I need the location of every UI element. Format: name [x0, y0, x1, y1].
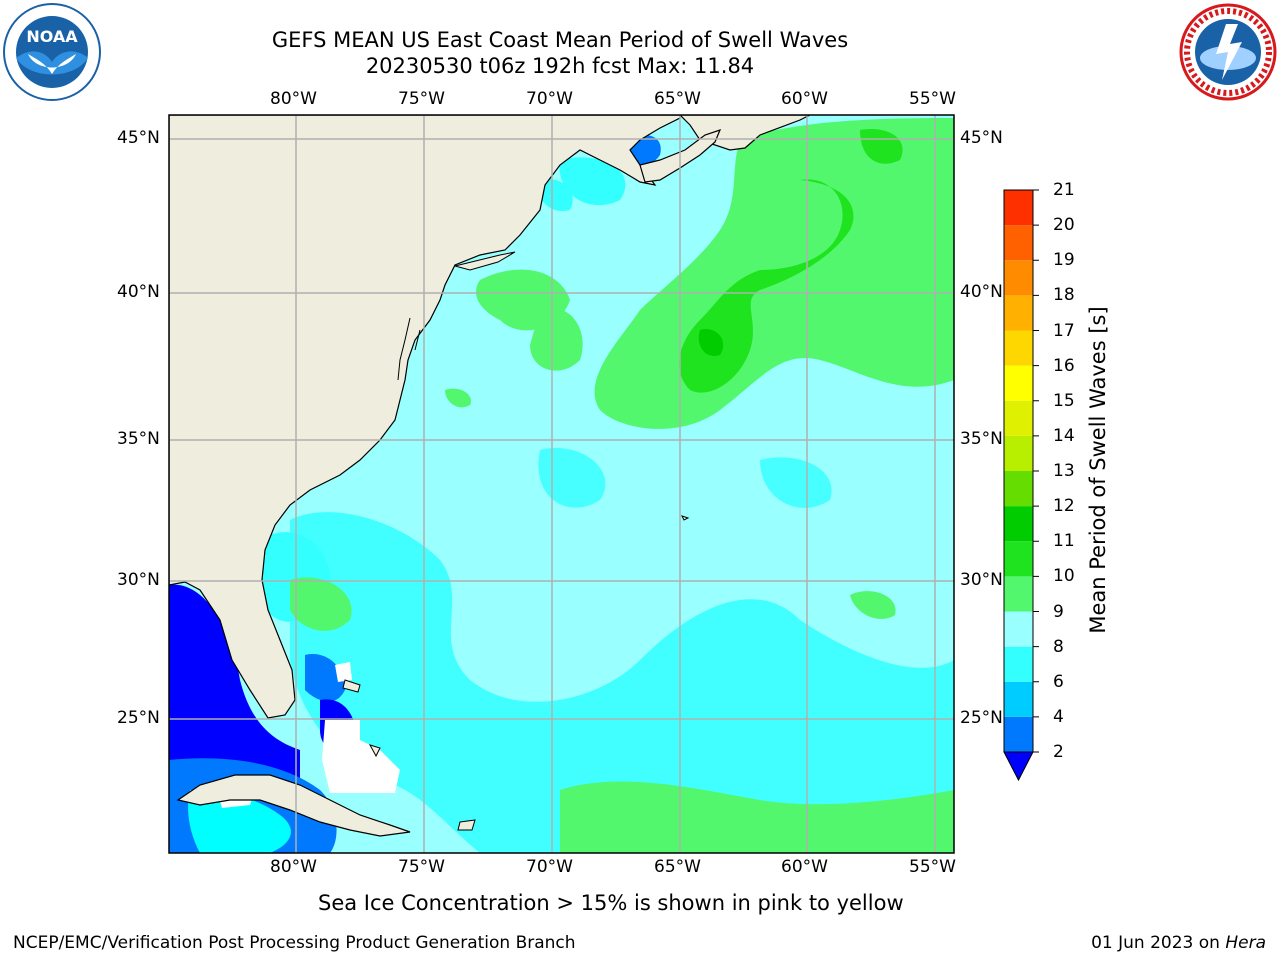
colorbar-tick-label: 20	[1053, 215, 1075, 236]
sea-ice-note: Sea Ice Concentration > 15% is shown in …	[318, 891, 904, 915]
lon-label-top-70w: 70°W	[526, 89, 573, 109]
colorbar-tick-label: 16	[1053, 355, 1075, 376]
colorbar-segment	[1004, 576, 1033, 612]
colorbar-title: Mean Period of Swell Waves [s]	[1086, 306, 1110, 634]
colorbar-segment	[1004, 506, 1033, 542]
colorbar-under-arrow	[1003, 751, 1034, 782]
lon-label-top-80w: 80°W	[270, 89, 317, 109]
host-text: Hera	[1225, 933, 1266, 953]
colorbar-tick-label: 10	[1053, 566, 1075, 587]
lon-label-top-75w: 75°W	[398, 89, 445, 109]
lat-label-right-25n: 25°N	[960, 708, 1003, 728]
land-long-island	[454, 251, 516, 271]
lat-label-left-35n: 35°N	[117, 429, 160, 449]
colorbar-segment	[1004, 611, 1033, 647]
lat-label-left-25n: 25°N	[117, 708, 160, 728]
map-gridlines	[169, 115, 954, 853]
colorbar-tick-label: 14	[1053, 425, 1075, 446]
land-bahamas	[342, 515, 690, 831]
land-cuba	[176, 774, 411, 837]
colorbar-tick-label: 4	[1053, 706, 1064, 727]
swell-6-8s-region	[260, 157, 954, 853]
swell-10-11s-region	[679, 129, 903, 393]
noaa-logo-icon: NOAA	[2, 2, 102, 102]
lon-label-bottom-65w: 65°W	[654, 857, 701, 877]
colorbar-tick-label: 11	[1053, 531, 1075, 552]
lon-label-top-65w: 65°W	[654, 89, 701, 109]
date-stamp: 01 Jun 2023 on Hera	[1091, 933, 1266, 953]
lat-label-left-45n: 45°N	[117, 128, 160, 148]
colorbar-segment	[1004, 330, 1033, 366]
swell-11-12s-core	[698, 329, 724, 356]
colorbar-segment	[1004, 190, 1033, 226]
date-text: 01 Jun 2023 on	[1091, 933, 1226, 953]
colorbar-tick-label: 6	[1053, 671, 1064, 692]
chart-subtitle: 20230530 t06z 192h fcst Max: 11.84	[365, 54, 755, 78]
colorbar-tick-label: 13	[1053, 461, 1075, 481]
lat-label-left-30n: 30°N	[117, 570, 160, 590]
lon-label-bottom-60w: 60°W	[781, 857, 828, 877]
colorbar-segment	[1004, 435, 1033, 471]
chesapeake-bay	[397, 317, 421, 381]
noaa-logo-text: NOAA	[26, 27, 78, 46]
colorbar	[1003, 189, 1039, 782]
colorbar-segment	[1004, 365, 1033, 401]
colorbar-tick-label: 15	[1053, 390, 1075, 411]
colorbar-segment	[1004, 716, 1033, 752]
colorbar-segment	[1004, 541, 1033, 577]
colorbar-segment	[1004, 400, 1033, 436]
credit-text: NCEP/EMC/Verification Post Processing Pr…	[13, 933, 576, 953]
lat-label-right-35n: 35°N	[960, 429, 1003, 449]
lon-label-bottom-75w: 75°W	[398, 857, 445, 877]
colorbar-segment	[1004, 471, 1033, 507]
nws-logo-icon	[1178, 2, 1278, 102]
colorbar-segment	[1004, 260, 1033, 296]
lon-label-bottom-70w: 70°W	[526, 857, 573, 877]
lat-label-right-30n: 30°N	[960, 570, 1003, 590]
colorbar-segment	[1004, 681, 1033, 717]
colorbar-tick-label: 12	[1053, 496, 1075, 517]
colorbar-segment	[1004, 295, 1033, 331]
map-frame	[168, 114, 955, 854]
colorbar-tick-label: 19	[1053, 250, 1075, 271]
lon-label-top-55w: 55°W	[909, 89, 956, 109]
lat-label-right-45n: 45°N	[960, 128, 1003, 148]
colorbar-tick-label: 8	[1053, 636, 1064, 657]
lon-label-bottom-80w: 80°W	[270, 857, 317, 877]
lon-label-top-60w: 60°W	[781, 89, 828, 109]
chart-title: GEFS MEAN US East Coast Mean Period of S…	[271, 28, 849, 52]
colorbar-segment	[1004, 646, 1033, 682]
colorbar-tick-label: 21	[1053, 180, 1075, 200]
colorbar-tick-label: 18	[1053, 285, 1075, 306]
lon-label-bottom-55w: 55°W	[909, 857, 956, 877]
colorbar-segment	[1004, 225, 1033, 261]
colorbar-tick-label: 17	[1053, 320, 1075, 341]
lat-label-left-40n: 40°N	[117, 282, 160, 302]
colorbar-tick-label: 9	[1053, 601, 1064, 622]
colorbar-tick-label: 2	[1053, 742, 1064, 762]
lat-label-right-40n: 40°N	[960, 282, 1003, 302]
